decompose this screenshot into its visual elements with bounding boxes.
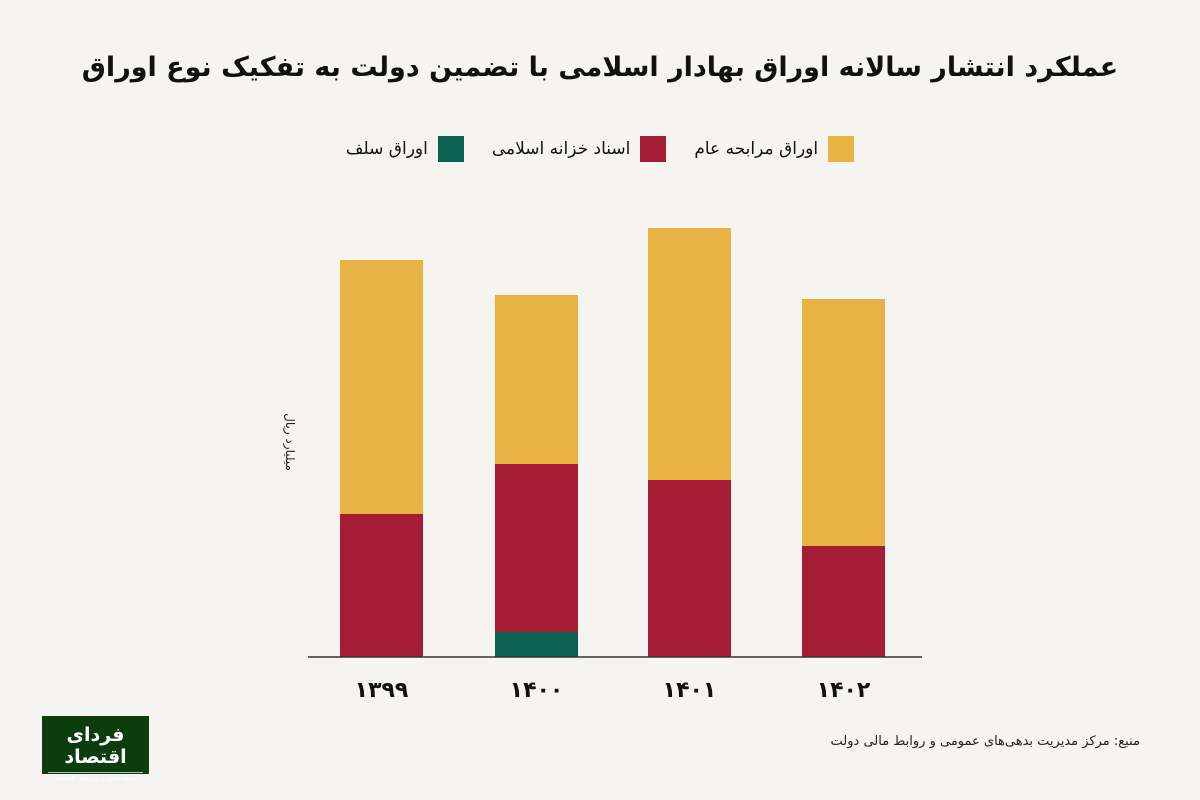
bar-segment <box>495 632 578 657</box>
bar-segment <box>648 480 731 657</box>
legend-swatch <box>437 136 464 162</box>
legend-label: اوراق سلف <box>345 139 428 159</box>
legend-item: اوراق مرابحه عام <box>694 136 855 162</box>
legend-label: اوراق مرابحه عام <box>694 139 819 159</box>
logo-name: فردای اقتصاد <box>64 724 127 768</box>
x-tick-label: ۱۳۹۹ <box>355 678 409 703</box>
source-note: منبع: مرکز مدیریت بدهی‌های عمومی و روابط… <box>830 734 1140 749</box>
logo-tagline: رسانه تصویری روندهای اقتصادی <box>48 772 143 782</box>
legend: اوراق مرابحه عام اسناد خزانه اسلامی اوراق … <box>0 136 1200 162</box>
logo: فردای اقتصاد رسانه تصویری روندهای اقتصاد… <box>42 716 149 782</box>
bar-segment <box>340 260 423 514</box>
bar-segment <box>648 228 731 480</box>
x-tick-label: ۱۴۰۰ <box>510 678 564 703</box>
bar-segment <box>802 299 885 546</box>
legend-item: اوراق سلف <box>346 136 464 162</box>
x-tick-label: ۱۴۰۱ <box>663 678 717 703</box>
bar-segment <box>495 464 578 632</box>
bar-segment <box>802 546 885 657</box>
legend-item: اسناد خزانه اسلامی <box>492 136 667 162</box>
legend-swatch <box>828 136 855 162</box>
legend-label: اسناد خزانه اسلامی <box>491 139 631 159</box>
x-tick-label: ۱۴۰۲ <box>817 678 871 703</box>
bar-segment <box>340 514 423 657</box>
chart-title: عملکرد انتشار سالانه اوراق بهادار اسلامی… <box>81 52 1119 83</box>
bar-segment <box>495 295 578 464</box>
legend-swatch <box>640 136 667 162</box>
